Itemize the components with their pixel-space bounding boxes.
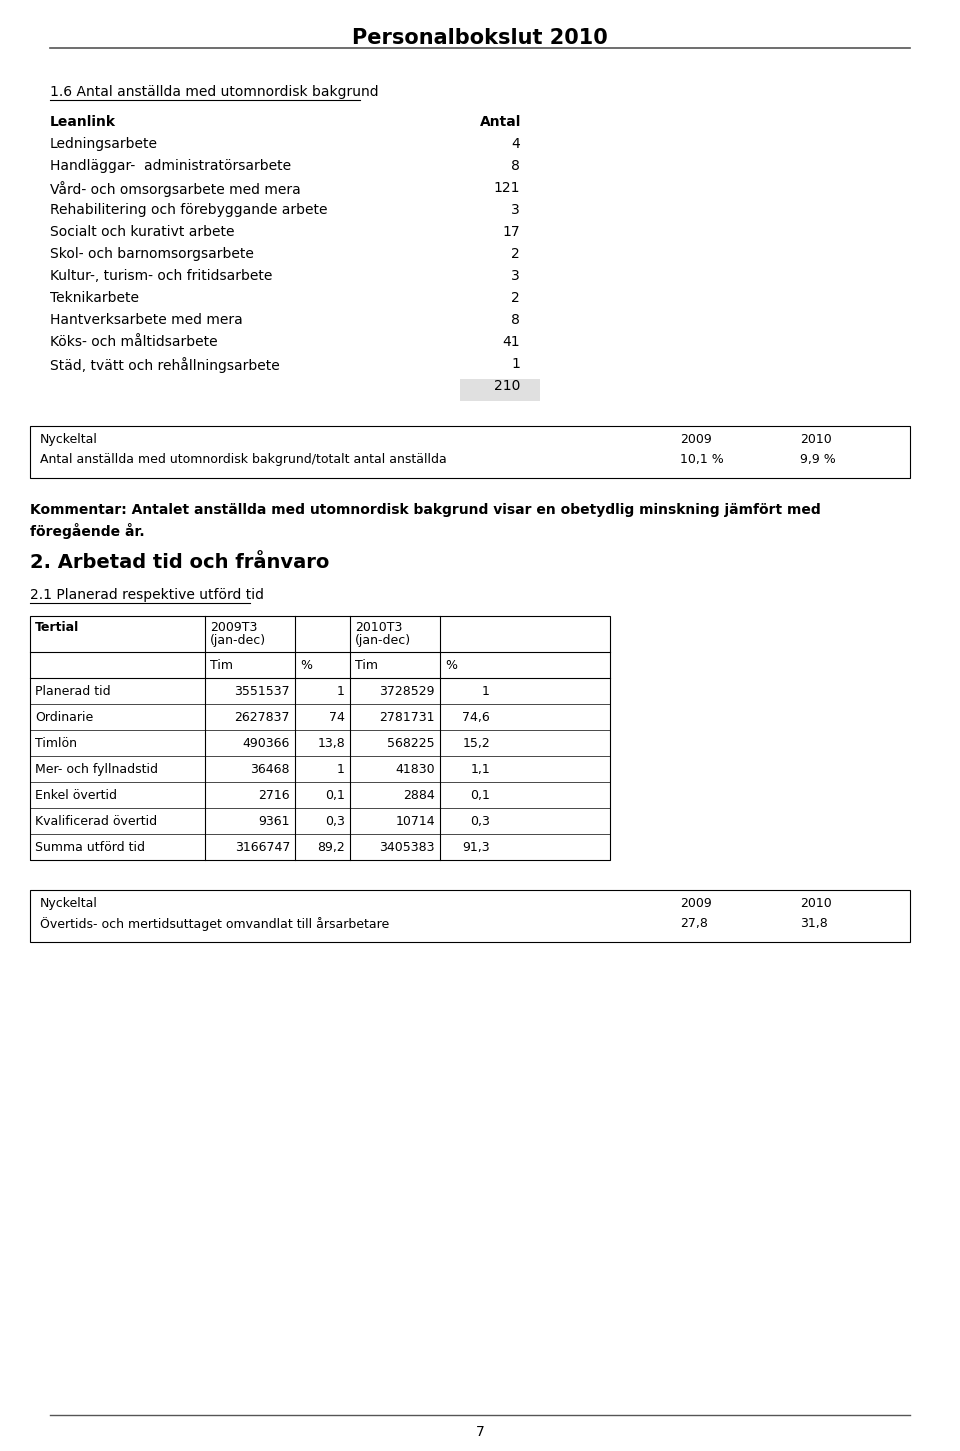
Text: 2884: 2884: [403, 789, 435, 802]
Text: 41: 41: [502, 335, 520, 350]
Text: 8: 8: [511, 313, 520, 326]
Text: (jan-dec): (jan-dec): [210, 634, 266, 647]
Text: Kommentar: Antalet anställda med utomnordisk bakgrund visar en obetydlig minskni: Kommentar: Antalet anställda med utomnor…: [30, 503, 821, 517]
Text: Socialt och kurativt arbete: Socialt och kurativt arbete: [50, 225, 234, 239]
Text: Personalbokslut 2010: Personalbokslut 2010: [352, 28, 608, 48]
Text: 7: 7: [475, 1425, 485, 1439]
Text: Skol- och barnomsorgsarbete: Skol- och barnomsorgsarbete: [50, 247, 253, 261]
Text: Teknikarbete: Teknikarbete: [50, 292, 139, 305]
Text: 2009: 2009: [680, 432, 711, 445]
Text: 1.6 Antal anställda med utomnordisk bakgrund: 1.6 Antal anställda med utomnordisk bakg…: [50, 86, 378, 99]
Text: Kultur-, turism- och fritidsarbete: Kultur-, turism- och fritidsarbete: [50, 268, 273, 283]
Text: 10714: 10714: [396, 815, 435, 829]
Text: Mer- och fyllnadstid: Mer- och fyllnadstid: [35, 763, 158, 776]
Text: 2: 2: [512, 247, 520, 261]
Text: 2010: 2010: [800, 432, 831, 445]
Text: 4: 4: [512, 136, 520, 151]
Text: Tim: Tim: [210, 659, 233, 672]
Text: 2009: 2009: [680, 897, 711, 910]
Text: 568225: 568225: [388, 737, 435, 750]
Text: Summa utförd tid: Summa utförd tid: [35, 842, 145, 855]
Text: %: %: [300, 659, 312, 672]
Text: 2716: 2716: [258, 789, 290, 802]
Text: 9,9 %: 9,9 %: [800, 453, 836, 466]
Text: 74: 74: [329, 711, 345, 724]
Text: 3: 3: [512, 203, 520, 218]
Text: 210: 210: [493, 379, 520, 393]
Text: 1,1: 1,1: [470, 763, 490, 776]
Text: 3405383: 3405383: [379, 842, 435, 855]
Text: 3551537: 3551537: [234, 685, 290, 698]
Text: 74,6: 74,6: [463, 711, 490, 724]
Text: 2781731: 2781731: [379, 711, 435, 724]
Text: Ledningsarbete: Ledningsarbete: [50, 136, 158, 151]
Text: 1: 1: [511, 357, 520, 371]
Text: Övertids- och mertidsuttaget omvandlat till årsarbetare: Övertids- och mertidsuttaget omvandlat t…: [40, 917, 389, 932]
Text: 41830: 41830: [396, 763, 435, 776]
Bar: [460, 379, 540, 400]
Text: 8: 8: [511, 160, 520, 173]
Text: 1: 1: [337, 763, 345, 776]
Text: Antal: Antal: [480, 115, 521, 129]
Text: 0,3: 0,3: [325, 815, 345, 829]
Text: Rehabilitering och förebyggande arbete: Rehabilitering och förebyggande arbete: [50, 203, 327, 218]
Text: (jan-dec): (jan-dec): [355, 634, 411, 647]
Text: Handläggar-  administratörsarbete: Handläggar- administratörsarbete: [50, 160, 291, 173]
Text: Köks- och måltidsarbete: Köks- och måltidsarbete: [50, 335, 218, 350]
Text: 3166747: 3166747: [234, 842, 290, 855]
Text: Antal anställda med utomnordisk bakgrund/totalt antal anställda: Antal anställda med utomnordisk bakgrund…: [40, 453, 446, 466]
Text: 15,2: 15,2: [463, 737, 490, 750]
Text: 2.1 Planerad respektive utförd tid: 2.1 Planerad respektive utförd tid: [30, 588, 264, 602]
Text: Kvalificerad övertid: Kvalificerad övertid: [35, 815, 157, 829]
Text: föregående år.: föregående år.: [30, 522, 145, 538]
Text: 13,8: 13,8: [317, 737, 345, 750]
Text: Tertial: Tertial: [35, 621, 80, 634]
Text: 31,8: 31,8: [800, 917, 828, 930]
Text: 0,1: 0,1: [470, 789, 490, 802]
Text: Timlön: Timlön: [35, 737, 77, 750]
Text: 0,3: 0,3: [470, 815, 490, 829]
Text: 2. Arbetad tid och frånvaro: 2. Arbetad tid och frånvaro: [30, 553, 329, 572]
Text: 0,1: 0,1: [325, 789, 345, 802]
Text: Planerad tid: Planerad tid: [35, 685, 110, 698]
Text: 91,3: 91,3: [463, 842, 490, 855]
Text: Städ, tvätt och rehållningsarbete: Städ, tvätt och rehållningsarbete: [50, 357, 279, 373]
Bar: [30, 427, 910, 477]
Text: 1: 1: [337, 685, 345, 698]
Text: %: %: [445, 659, 457, 672]
Text: 490366: 490366: [243, 737, 290, 750]
Text: 27,8: 27,8: [680, 917, 708, 930]
Text: 1: 1: [482, 685, 490, 698]
Text: 2: 2: [512, 292, 520, 305]
Text: 3: 3: [512, 268, 520, 283]
Text: 36468: 36468: [251, 763, 290, 776]
Text: 121: 121: [493, 181, 520, 194]
Text: 2010: 2010: [800, 897, 831, 910]
Text: Enkel övertid: Enkel övertid: [35, 789, 117, 802]
Text: 2627837: 2627837: [234, 711, 290, 724]
Bar: [30, 617, 610, 860]
Text: 17: 17: [502, 225, 520, 239]
Text: Tim: Tim: [355, 659, 378, 672]
Text: Vård- och omsorgsarbete med mera: Vård- och omsorgsarbete med mera: [50, 181, 300, 197]
Text: Nyckeltal: Nyckeltal: [40, 897, 98, 910]
Text: 2010T3: 2010T3: [355, 621, 402, 634]
Text: Hantverksarbete med mera: Hantverksarbete med mera: [50, 313, 243, 326]
Text: 89,2: 89,2: [317, 842, 345, 855]
Text: 9361: 9361: [258, 815, 290, 829]
Bar: [30, 889, 910, 942]
Text: 2009T3: 2009T3: [210, 621, 257, 634]
Text: 3728529: 3728529: [379, 685, 435, 698]
Text: Nyckeltal: Nyckeltal: [40, 432, 98, 445]
Text: 10,1 %: 10,1 %: [680, 453, 724, 466]
Text: Ordinarie: Ordinarie: [35, 711, 93, 724]
Text: Leanlink: Leanlink: [50, 115, 116, 129]
